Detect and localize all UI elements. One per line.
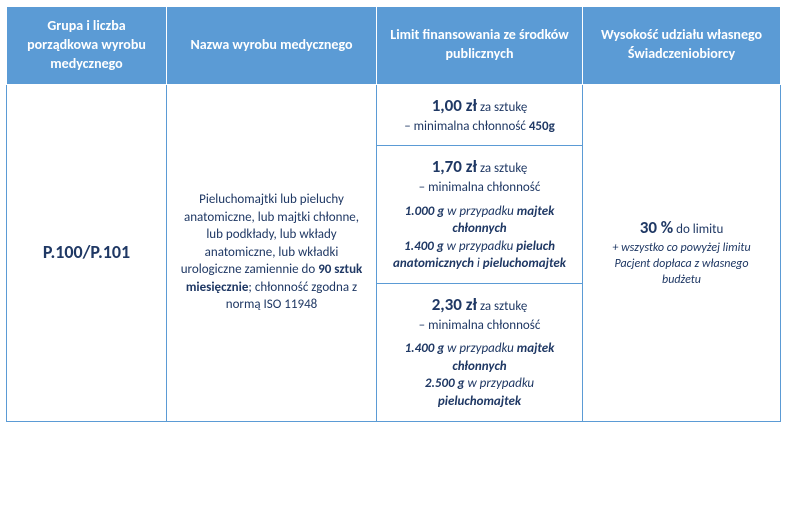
share-suffix: do limitu (673, 222, 723, 237)
cell-limit-2: 1,70 zł za sztukę – minimalna chłonność … (377, 146, 583, 284)
share-note: + wszystko co powyżej limitu Pacjent dop… (595, 240, 768, 289)
limit2-t1: w przypadku (444, 204, 517, 219)
limit2-g1: 1.000 g (405, 204, 445, 219)
cell-code: P.100/P.101 (7, 84, 167, 421)
limit2-b2mid: i (474, 256, 483, 271)
limit2-sub1: – minimalna chłonność (389, 179, 570, 197)
col-header-group: Grupa i liczba porządkowa wyrobu medyczn… (7, 7, 167, 85)
product-code: P.100/P.101 (43, 241, 130, 263)
limit3-b2: pieluchomajtek (438, 394, 521, 409)
limit2-price: 1,70 zł (432, 156, 477, 177)
table-container: Grupa i liczba porządkowa wyrobu medyczn… (0, 0, 786, 428)
col-header-name: Nazwa wyrobu medycznego (167, 7, 377, 85)
limit3-t1: w przypadku (444, 341, 517, 356)
limit3-per: za sztukę (477, 299, 527, 314)
table-row: P.100/P.101 Pieluchomajtki lub pieluchy … (7, 84, 781, 145)
limit2-g2: 1.400 g (404, 239, 444, 254)
reimbursement-table: Grupa i liczba porządkowa wyrobu medyczn… (6, 6, 781, 422)
limit3-sub1: – minimalna chłonność (389, 317, 570, 335)
limit1-per: za sztukę (477, 100, 527, 115)
limit2-line1: 1.000 g w przypadku majtek chłonnych (389, 203, 570, 238)
cell-limit-3: 2,30 zł za sztukę – minimalna chłonność … (377, 283, 583, 421)
limit3-line1: 1.400 g w przypadku majtek chłonnych (389, 340, 570, 375)
limit1-price: 1,00 zł (432, 95, 477, 116)
limit3-t2: w przypadku (465, 376, 535, 391)
limit1-sub: – minimalna chłonność 450g (389, 118, 570, 136)
cell-description: Pieluchomajtki lub pieluchy anatomiczne,… (167, 84, 377, 421)
col-header-limit: Limit finansowania ze środków publicznyc… (377, 7, 583, 85)
share-pct: 30 % (640, 217, 673, 238)
limit2-b2b: pieluchomajtek (483, 256, 566, 271)
cell-limit-1: 1,00 zł za sztukę – minimalna chłonność … (377, 84, 583, 145)
limit1-sub-b: 450g (529, 119, 555, 134)
limit2-t2: w przypadku (444, 239, 517, 254)
limit3-price: 2,30 zł (432, 294, 477, 315)
limit2-line2: 1.400 g w przypadku pieluch anatomicznyc… (389, 238, 570, 273)
limit3-g2: 2.500 g (425, 376, 465, 391)
table-header-row: Grupa i liczba porządkowa wyrobu medyczn… (7, 7, 781, 85)
limit3-line2: 2.500 g w przypadku pieluchomajtek (389, 375, 570, 410)
limit3-g1: 1.400 g (405, 341, 445, 356)
col-header-share: Wysokość udziału własnego Świadczeniobio… (583, 7, 781, 85)
limit1-sub-a: – minimalna chłonność (404, 119, 529, 134)
limit2-per: za sztukę (477, 161, 527, 176)
cell-share: 30 % do limitu + wszystko co powyżej lim… (583, 84, 781, 421)
